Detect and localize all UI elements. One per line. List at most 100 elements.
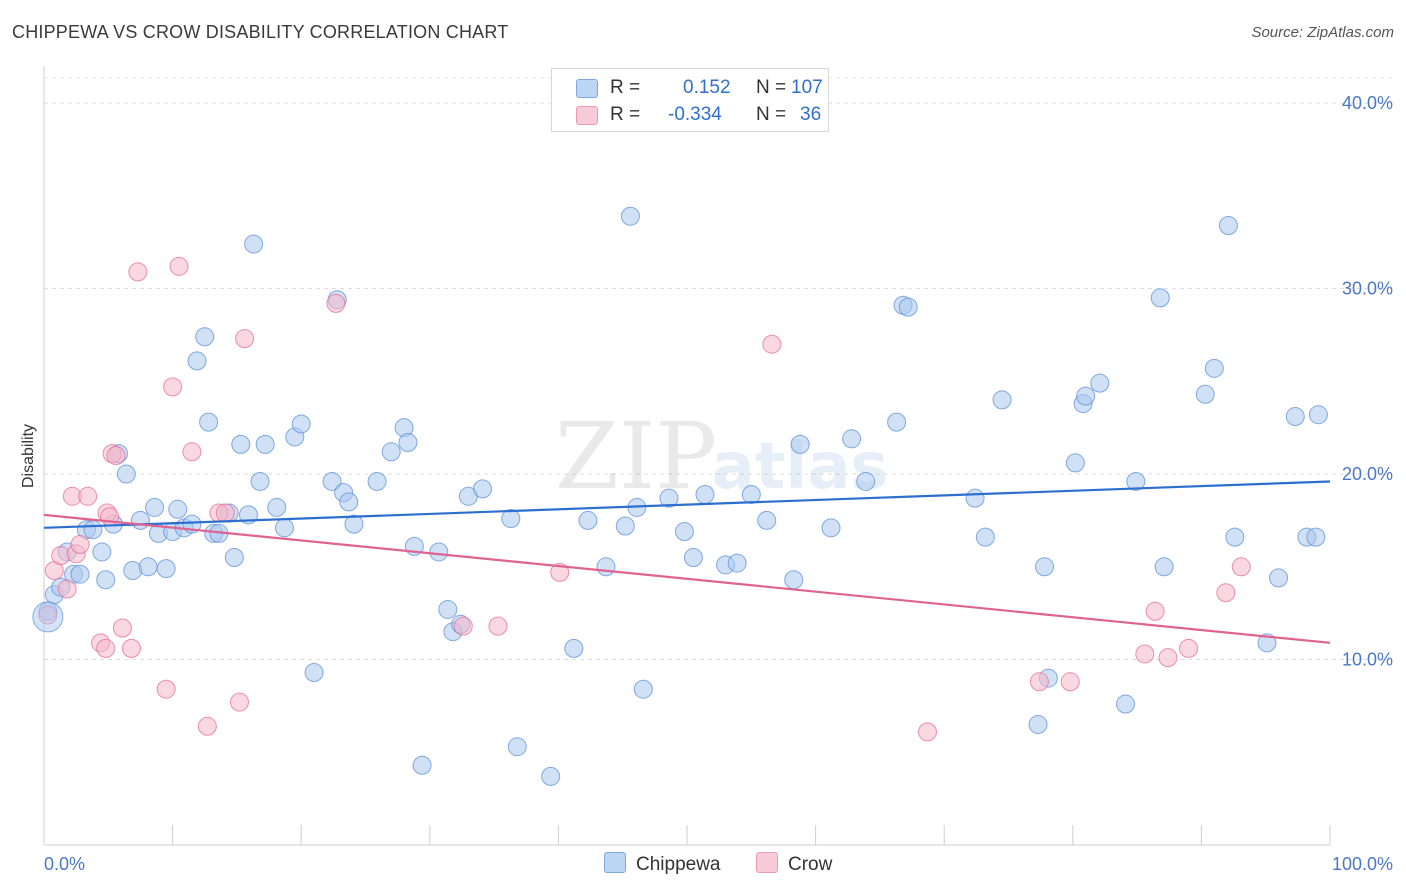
watermark-zip: ZIP	[555, 403, 717, 510]
data-point	[304, 663, 324, 683]
data-point	[633, 679, 653, 699]
data-point	[821, 518, 841, 538]
data-point	[195, 327, 215, 347]
bottom-legend-label-crow: Crow	[788, 854, 833, 875]
data-point	[116, 464, 136, 484]
bottom-legend-label-chippewa: Chippewa	[636, 854, 721, 875]
data-point	[550, 562, 570, 582]
data-point	[741, 484, 761, 504]
data-point	[1285, 407, 1305, 427]
data-point	[453, 616, 473, 636]
data-point	[106, 446, 126, 465]
axes	[43, 66, 1331, 846]
data-point	[438, 599, 458, 619]
data-point	[78, 486, 98, 506]
data-point	[992, 390, 1012, 410]
legend-n-value: 107	[791, 77, 823, 98]
data-point	[473, 479, 493, 499]
watermark: ZIP atlas	[555, 403, 889, 510]
data-point	[1216, 583, 1236, 603]
data-point	[235, 329, 255, 349]
legend-r-value: -0.334	[668, 104, 722, 125]
data-point	[1225, 527, 1245, 547]
data-point	[965, 488, 985, 508]
legend-r-label: R =	[610, 77, 641, 98]
trend-line-chippewa	[43, 480, 1331, 529]
data-point	[274, 518, 294, 538]
data-point	[168, 499, 188, 519]
bottom-legend-crow: Crow	[756, 852, 832, 876]
x-tick-label: 0.0%	[44, 854, 85, 874]
data-point	[1116, 694, 1136, 714]
trend-line-crow	[43, 513, 1331, 644]
data-point	[367, 471, 387, 491]
data-point	[615, 516, 635, 536]
data-point	[674, 522, 694, 542]
data-point	[138, 557, 158, 577]
data-point	[121, 638, 141, 658]
data-point	[291, 414, 311, 434]
data-point	[1204, 358, 1224, 378]
data-point	[112, 618, 132, 638]
data-point	[1065, 453, 1085, 473]
data-point	[224, 548, 244, 568]
data-point	[975, 527, 995, 547]
legend-swatch-crow	[576, 106, 598, 125]
data-point	[96, 638, 116, 658]
series-crow	[38, 256, 1251, 742]
legend-n-value: 36	[800, 104, 822, 125]
data-point	[32, 601, 64, 633]
data-point	[917, 722, 937, 742]
data-point	[1076, 386, 1096, 406]
y-tick-label: 10.0%	[1342, 650, 1393, 670]
data-point	[156, 679, 176, 699]
data-point	[1150, 288, 1170, 308]
y-axis-title: Disability	[20, 424, 37, 488]
data-point	[727, 553, 747, 573]
axis-labels: 10.0% 20.0% 30.0% 40.0% 0.0% 100.0% Disability	[20, 93, 1393, 874]
data-point	[1028, 714, 1048, 734]
data-point	[1306, 527, 1326, 547]
data-point	[1257, 633, 1277, 653]
data-point	[887, 412, 907, 432]
data-point	[381, 442, 401, 462]
data-point	[578, 510, 598, 530]
data-point	[507, 737, 527, 757]
data-point	[1231, 557, 1251, 577]
data-point	[83, 520, 103, 540]
data-points	[32, 206, 1328, 786]
data-point	[1060, 672, 1080, 692]
data-point	[229, 692, 249, 712]
data-point	[1154, 557, 1174, 577]
source-label: Source: ZipAtlas.com	[1251, 24, 1394, 41]
data-point	[501, 509, 521, 529]
data-point	[784, 570, 804, 590]
data-point	[57, 579, 77, 599]
data-point	[156, 559, 176, 579]
data-point	[267, 497, 287, 517]
data-point	[1195, 384, 1215, 404]
legend-r-label: R =	[610, 104, 641, 125]
data-point	[842, 429, 862, 449]
data-point	[215, 503, 235, 523]
data-point	[1126, 471, 1146, 491]
data-point	[620, 206, 640, 226]
data-point	[1158, 648, 1178, 668]
data-point	[255, 434, 275, 454]
data-point	[1029, 672, 1049, 692]
data-point	[250, 471, 270, 491]
y-tick-label: 30.0%	[1342, 279, 1393, 299]
data-point	[683, 548, 703, 568]
data-point	[187, 351, 207, 371]
data-point	[898, 297, 918, 317]
data-point	[429, 542, 449, 562]
data-point	[197, 716, 217, 736]
data-point	[564, 638, 584, 658]
trend-lines	[43, 480, 1331, 644]
data-point	[199, 412, 219, 432]
data-point	[856, 471, 876, 491]
data-point	[695, 484, 715, 504]
data-point	[1135, 644, 1155, 664]
legend-swatch-chippewa	[576, 79, 598, 98]
